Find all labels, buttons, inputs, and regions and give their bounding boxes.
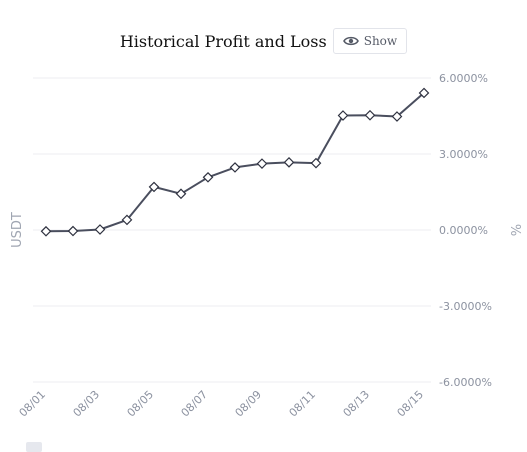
data-point[interactable] [121, 214, 133, 226]
y-tick-label: -3.0000% [439, 300, 492, 313]
data-point[interactable] [148, 181, 160, 193]
x-tick-label: 08/15 [395, 388, 427, 420]
y-tick-label: 0.0000% [439, 224, 488, 237]
data-point[interactable] [283, 157, 295, 168]
y-axis-ticks: 6.0000% 3.0000% 0.0000% -3.0000% -6.0000% [439, 72, 492, 389]
x-tick-label: 08/05 [125, 388, 157, 420]
x-tick-label: 08/13 [341, 388, 373, 420]
chart-header: Historical Profit and Loss Show [0, 28, 527, 54]
data-point[interactable] [310, 157, 322, 169]
x-tick-label: 08/11 [287, 388, 319, 420]
data-point[interactable] [40, 225, 52, 237]
x-tick-label: 08/09 [233, 388, 265, 420]
data-point[interactable] [67, 225, 79, 237]
x-tick-label: 08/01 [17, 388, 49, 420]
chart-title: Historical Profit and Loss [119, 31, 327, 51]
series [40, 87, 430, 237]
x-tick-label: 08/07 [179, 388, 211, 420]
data-point[interactable] [391, 111, 403, 122]
data-point[interactable] [256, 158, 268, 169]
data-point[interactable] [229, 162, 241, 173]
data-point[interactable] [202, 171, 214, 183]
show-button[interactable]: Show [332, 28, 408, 54]
y-axis-right-title: % [507, 224, 522, 236]
eye-icon [342, 35, 359, 47]
y-axis-left-title: USDT [10, 212, 25, 248]
y-tick-label: -6.0000% [439, 376, 492, 389]
data-point[interactable] [94, 224, 106, 235]
show-button-label: Show [363, 34, 398, 48]
data-point[interactable] [337, 110, 349, 121]
data-point[interactable] [175, 188, 187, 200]
y-tick-label: 3.0000% [439, 148, 488, 161]
y-tick-label: 6.0000% [439, 72, 488, 85]
x-axis-ticks: 08/01 08/03 08/05 08/07 08/09 08/11 08/13 08/15 [17, 388, 427, 420]
legend-chip[interactable] [26, 442, 42, 452]
data-point[interactable] [364, 109, 376, 121]
x-tick-label: 08/03 [71, 388, 103, 420]
data-point[interactable] [418, 87, 430, 99]
